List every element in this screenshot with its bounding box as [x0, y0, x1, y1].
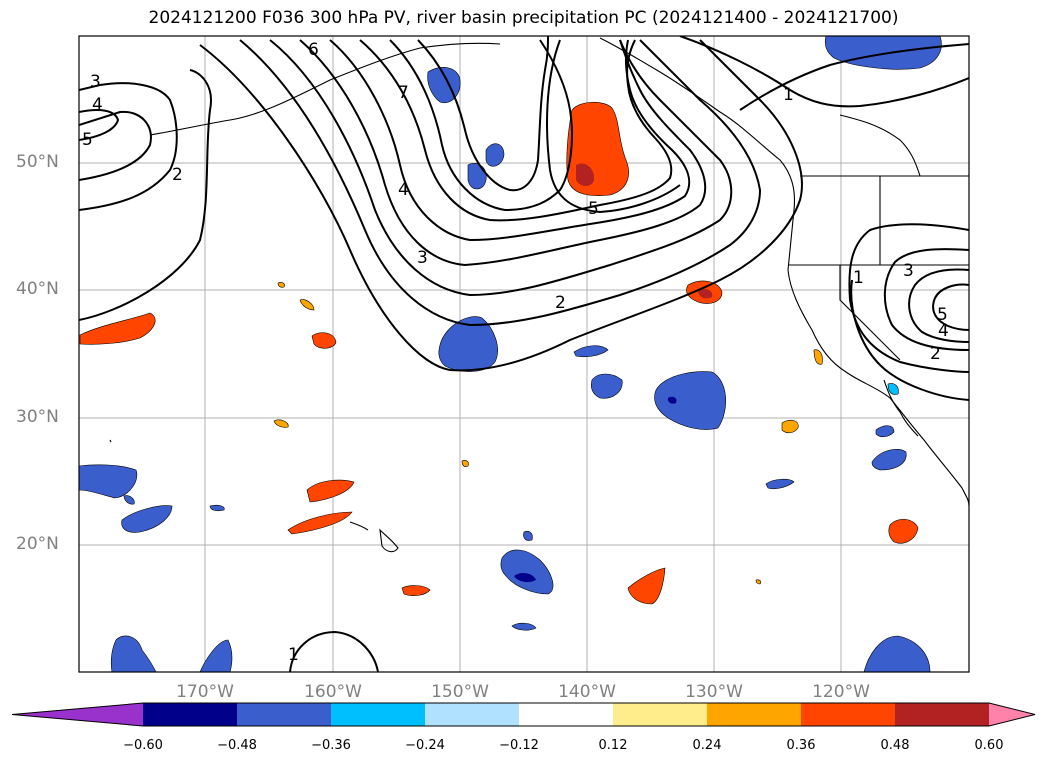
contour-label: 1: [783, 85, 794, 105]
pv-contours: [79, 36, 969, 672]
colorbar-segment: [895, 703, 990, 726]
lon-label: 150°W: [431, 682, 489, 702]
colorbar-tick-label: 0.36: [786, 738, 816, 753]
lat-label: 20°N: [16, 534, 59, 554]
lat-label: 50°N: [16, 152, 59, 172]
colorbar-tick-label: 0.48: [880, 738, 910, 753]
colorbar-extend-max: [989, 703, 1035, 726]
contour-label: 1: [288, 645, 299, 665]
contour-label: 4: [92, 95, 103, 115]
colorbar-segment: [331, 703, 426, 726]
lat-label: 40°N: [16, 279, 59, 299]
coastlines: [109, 37, 969, 553]
colorbar-segment: [425, 703, 520, 726]
colorbar-segment: [143, 703, 238, 726]
colorbar-tick-label: −0.12: [499, 738, 539, 753]
contour-label: 1: [853, 268, 864, 288]
colorbar-tick-label: −0.24: [405, 738, 445, 753]
colorbar-tick-label: 0.24: [692, 738, 722, 753]
lon-label: 130°W: [685, 682, 743, 702]
contour-label: 4: [938, 321, 949, 341]
contour-label: 5: [82, 130, 93, 150]
colorbar-segment: [801, 703, 896, 726]
contour-label: 5: [588, 199, 599, 219]
lon-label: 140°W: [558, 682, 616, 702]
contour-label: 3: [417, 248, 428, 268]
map-title: 2024121200 F036 300 hPa PV, river basin …: [148, 8, 899, 28]
colorbar: [11, 702, 1036, 727]
negative-precip-areas: [79, 36, 942, 672]
contour-label: 7: [398, 83, 409, 103]
colorbar-segment: [613, 703, 708, 726]
colorbar-tick-label: −0.48: [217, 738, 257, 753]
lon-label: 120°W: [812, 682, 870, 702]
colorbar-tick-label: −0.60: [123, 738, 163, 753]
lon-label: 160°W: [304, 682, 362, 702]
contour-label: 5: [937, 305, 948, 325]
colorbar-tick-label: 0.12: [598, 738, 628, 753]
map-frame: [78, 35, 970, 673]
lat-label: 30°N: [16, 407, 59, 427]
contour-label: 6: [308, 40, 319, 60]
colorbar-segment: [519, 703, 614, 726]
contour-label: 2: [172, 165, 183, 185]
contour-label: 2: [555, 293, 566, 313]
colorbar-tick-label: 0.60: [974, 738, 1004, 753]
colorbar-segment: [237, 703, 332, 726]
colorbar-segment: [707, 703, 802, 726]
gridlines: [79, 36, 969, 672]
contour-label: 2: [930, 344, 941, 364]
colorbar-extend-min: [12, 703, 143, 726]
lon-label: 170°W: [176, 682, 234, 702]
contour-labels: 3 4 5 2 6 7 4 3 5 2 1 1 3 5 4 2 1: [82, 40, 949, 665]
contour-label: 3: [90, 72, 101, 92]
colorbar-outline: [11, 702, 1036, 727]
contour-label: 4: [398, 180, 409, 200]
contour-label: 3: [903, 261, 914, 281]
colorbar-tick-label: −0.36: [311, 738, 351, 753]
positive-precip-areas: [79, 101, 919, 605]
